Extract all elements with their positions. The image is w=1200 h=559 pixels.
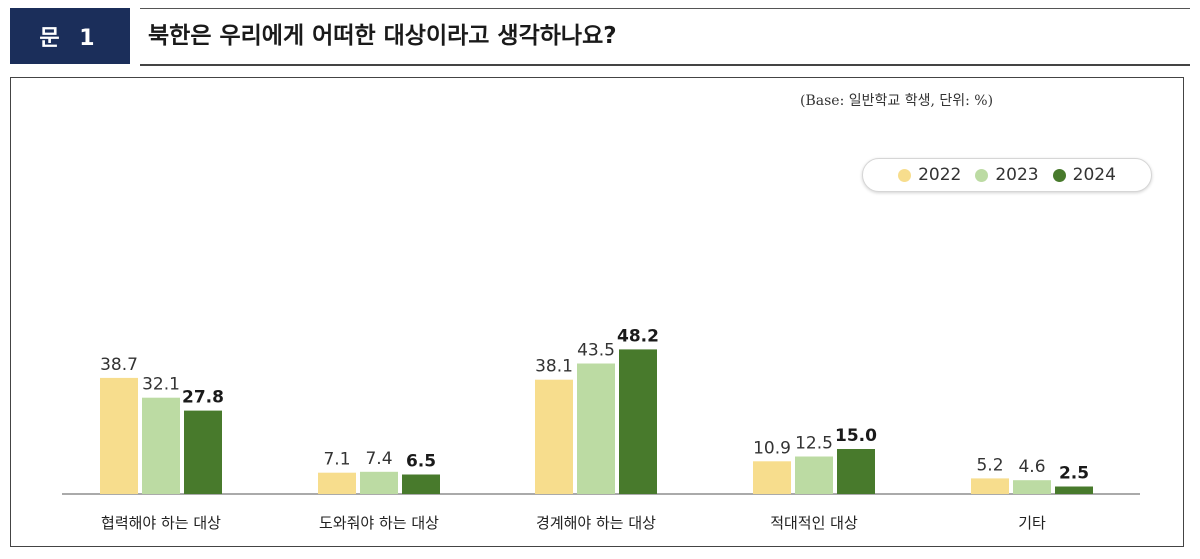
category-label-4: 기타 <box>1018 514 1046 532</box>
bar-2023-cat-3 <box>795 456 833 494</box>
value-label-2023-cat-0: 32.1 <box>142 375 180 395</box>
value-label-2024-cat-4: 2.5 <box>1059 464 1089 484</box>
value-label-2023-cat-1: 7.4 <box>365 449 392 469</box>
bar-2023-cat-0 <box>142 397 180 494</box>
category-label-3: 적대적인 대상 <box>770 514 858 532</box>
category-label-2: 경계해야 하는 대상 <box>536 514 656 532</box>
bar-2022-cat-2 <box>535 379 573 494</box>
chart-legend: 2022 2023 2024 <box>862 158 1152 192</box>
value-label-2022-cat-4: 5.2 <box>976 455 1003 475</box>
bar-2024-cat-4 <box>1055 486 1093 494</box>
bar-2022-cat-1 <box>318 472 356 494</box>
value-label-2023-cat-4: 4.6 <box>1018 457 1045 477</box>
value-label-2024-cat-0: 27.8 <box>182 388 224 408</box>
bar-2024-cat-2 <box>619 349 657 494</box>
value-label-2022-cat-3: 10.9 <box>753 438 791 458</box>
value-label-2024-cat-3: 15.0 <box>835 426 877 446</box>
bar-2022-cat-3 <box>753 461 791 494</box>
value-label-2024-cat-2: 48.2 <box>617 326 659 346</box>
bar-2023-cat-4 <box>1013 480 1051 494</box>
bar-2023-cat-1 <box>360 471 398 494</box>
legend-item-2022: 2022 <box>898 165 961 185</box>
bar-2024-cat-1 <box>402 474 440 494</box>
legend-swatch-2024 <box>1052 168 1066 182</box>
legend-swatch-2022 <box>898 168 912 182</box>
value-label-2022-cat-0: 38.7 <box>100 355 138 375</box>
question-number-badge: 문 1 <box>10 8 130 64</box>
category-label-1: 도와줘야 하는 대상 <box>319 514 439 532</box>
value-label-2024-cat-1: 6.5 <box>406 452 436 472</box>
legend-label-2023: 2023 <box>995 165 1039 185</box>
legend-item-2024: 2024 <box>1052 165 1116 185</box>
category-label-0: 협력해야 하는 대상 <box>101 514 221 532</box>
legend-swatch-2023 <box>975 168 989 182</box>
bar-2022-cat-0 <box>100 377 138 494</box>
legend-label-2022: 2022 <box>918 165 962 185</box>
legend-item-2023: 2023 <box>975 165 1039 185</box>
title-top-rule <box>140 8 1190 9</box>
question-title: 북한은 우리에게 어떠한 대상이라고 생각하나요? <box>148 23 617 49</box>
bar-2023-cat-2 <box>577 363 615 494</box>
value-label-2023-cat-2: 43.5 <box>577 341 615 361</box>
bar-2024-cat-3 <box>837 449 875 494</box>
chart-frame <box>10 77 1184 547</box>
value-label-2023-cat-3: 12.5 <box>795 434 833 454</box>
legend-label-2024: 2024 <box>1072 165 1116 185</box>
base-note: (Base: 일반학교 학생, 단위: %) <box>800 93 994 109</box>
bar-2024-cat-0 <box>184 410 222 494</box>
bar-2022-cat-4 <box>971 478 1009 494</box>
value-label-2022-cat-2: 38.1 <box>535 357 573 377</box>
value-label-2022-cat-1: 7.1 <box>323 450 350 470</box>
title-bottom-rule <box>140 64 1190 66</box>
